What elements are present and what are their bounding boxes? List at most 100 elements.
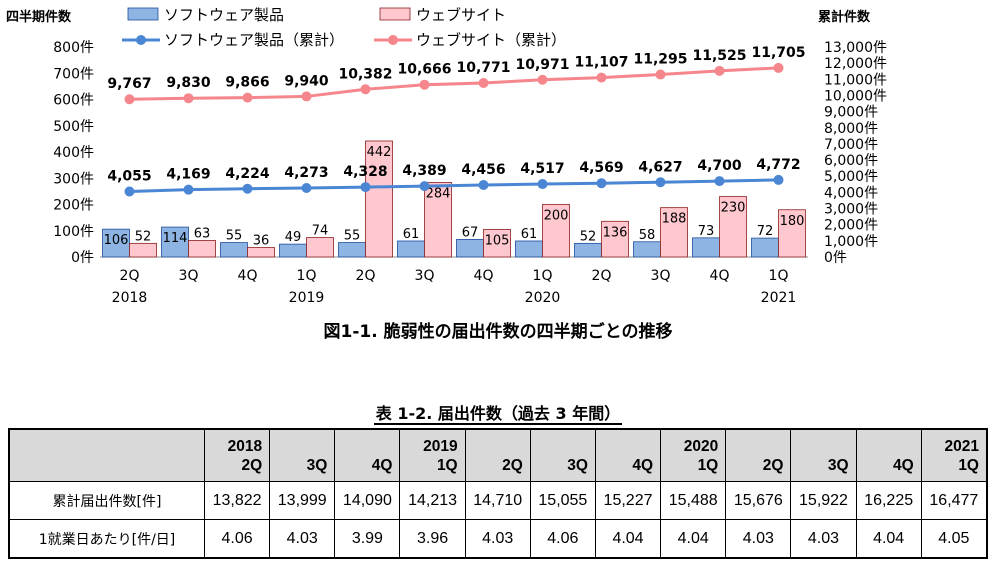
left-tick-label: 200件 bbox=[53, 198, 94, 214]
label-website-cumulative: 10,666 bbox=[397, 62, 451, 78]
label-software-cumulative: 4,273 bbox=[284, 165, 328, 181]
bar-website-label: 442 bbox=[367, 145, 392, 160]
label-software-cumulative: 4,700 bbox=[697, 158, 742, 174]
bar-software bbox=[279, 243, 307, 258]
right-tick-label: 4,000件 bbox=[824, 185, 878, 201]
table-title-text: 表 1-2. 届出件数（過去 3 年間） bbox=[373, 404, 623, 425]
x-tick-label: 2Q bbox=[120, 268, 140, 284]
header-year: 2018 bbox=[227, 437, 263, 455]
table-corner bbox=[8, 428, 205, 482]
bar-website-label: 284 bbox=[426, 186, 451, 201]
table-header-cell: 4Q bbox=[855, 428, 922, 482]
table-cell: 4.04 bbox=[660, 519, 727, 559]
x-tick-label: 1Q bbox=[769, 268, 789, 284]
bar-software bbox=[692, 237, 720, 258]
table-cell: 4.03 bbox=[269, 519, 336, 559]
label-software-cumulative: 4,627 bbox=[638, 159, 682, 175]
right-tick-label: 1,000件 bbox=[824, 234, 878, 250]
x-tick-label: 1Q bbox=[297, 268, 317, 284]
left-tick-label: 300件 bbox=[53, 171, 94, 187]
table-header-cell: 2021 1Q bbox=[920, 428, 988, 482]
right-tick-label: 3,000件 bbox=[824, 202, 878, 218]
line-software-cumulative bbox=[129, 178, 779, 193]
point-software-cumulative bbox=[537, 179, 548, 190]
point-website-cumulative bbox=[301, 91, 312, 102]
table-body: 累計届出件数[件] 13,822 13,999 14,090 14,213 14,710 1… bbox=[8, 481, 988, 559]
point-website-cumulative bbox=[183, 93, 194, 104]
bar-software bbox=[338, 242, 366, 258]
table-cell: 4.06 bbox=[529, 519, 596, 559]
row-label: 1就業日あたり[件/日] bbox=[8, 519, 205, 559]
year-label: 2019 bbox=[289, 290, 325, 305]
table-cell: 15,227 bbox=[594, 481, 662, 520]
point-website-cumulative bbox=[714, 65, 725, 76]
chart: 四半期件数 累計件数 800件 700件 600件 500件 400件 300件 200件 100… bbox=[6, 6, 887, 305]
left-tick-label: 700件 bbox=[53, 66, 94, 82]
left-tick-label: 800件 bbox=[53, 40, 94, 56]
header-quarter: 2Q bbox=[241, 456, 263, 474]
header-quarter: 4Q bbox=[893, 456, 914, 474]
label-website-cumulative: 10,771 bbox=[456, 60, 510, 76]
line-website-cumulative bbox=[129, 66, 779, 101]
bar-website bbox=[247, 247, 275, 258]
table-header-cell: 3Q bbox=[529, 428, 596, 482]
table-header-row: 2018 2Q 3Q 4Q 2019 1Q 2Q 3Q 4Q 2020 1Q 2Q 3Q 4Q 2021 1Q bbox=[8, 428, 988, 482]
table-cell: 14,090 bbox=[334, 481, 401, 520]
bar-software-label: 61 bbox=[521, 227, 538, 242]
label-software-cumulative: 4,169 bbox=[166, 167, 210, 183]
bar-website-label: 188 bbox=[662, 212, 687, 227]
label-website-cumulative: 9,830 bbox=[166, 75, 211, 91]
table-header-cell: 2Q bbox=[464, 428, 531, 482]
bar-website bbox=[188, 240, 216, 258]
bar-software-label: 72 bbox=[757, 224, 774, 239]
table-header-cell: 2Q bbox=[725, 428, 792, 482]
bar-website-label: 200 bbox=[544, 209, 569, 224]
bar-software-label: 55 bbox=[344, 229, 361, 244]
point-software-cumulative bbox=[124, 186, 135, 197]
legend-marker-software-cumulative bbox=[136, 35, 146, 45]
right-tick-label: 11,000件 bbox=[824, 72, 887, 88]
legend-label-software-cumulative: ソフトウェア製品（累計） bbox=[164, 31, 344, 49]
left-tick-label: 400件 bbox=[53, 145, 94, 161]
label-software-cumulative: 4,517 bbox=[520, 161, 564, 177]
point-software-cumulative bbox=[301, 182, 312, 193]
table-row: 1就業日あたり[件/日] 4.06 4.03 3.99 3.96 4.03 4.06 4.04… bbox=[8, 519, 988, 559]
table-cell: 16,477 bbox=[920, 481, 988, 520]
x-tick-label: 2Q bbox=[592, 268, 612, 284]
table-header-cell: 4Q bbox=[594, 428, 662, 482]
x-tick-label: 3Q bbox=[651, 268, 671, 284]
label-software-cumulative: 4,389 bbox=[402, 163, 446, 179]
bar-software-label: 49 bbox=[285, 230, 302, 245]
bar-website bbox=[601, 220, 629, 258]
table-cell: 16,225 bbox=[855, 481, 922, 520]
point-website-cumulative bbox=[124, 94, 135, 105]
bar-software-label: 114 bbox=[163, 231, 188, 246]
table-cell: 3.96 bbox=[399, 519, 466, 559]
table-cell: 14,710 bbox=[464, 481, 531, 520]
right-tick-label: 12,000件 bbox=[824, 56, 887, 72]
table-cell: 14,213 bbox=[399, 481, 466, 520]
bar-website bbox=[483, 229, 511, 258]
x-tick-label: 3Q bbox=[179, 268, 199, 284]
header-year: 2019 bbox=[423, 437, 458, 455]
table-header-cell: 3Q bbox=[269, 428, 336, 482]
x-tick-label: 4Q bbox=[710, 268, 730, 284]
bar-website-label: 180 bbox=[780, 214, 805, 229]
label-website-cumulative: 10,971 bbox=[515, 57, 569, 73]
data-table: 2018 2Q 3Q 4Q 2019 1Q 2Q 3Q 4Q 2020 1Q 2Q 3Q 4Q 2021 1Q… bbox=[8, 428, 988, 559]
year-label: 2018 bbox=[112, 290, 148, 305]
legend-marker-website-cumulative bbox=[388, 35, 398, 45]
bar-website bbox=[306, 237, 334, 258]
bar-software-label: 106 bbox=[104, 233, 129, 248]
bar-website bbox=[129, 242, 157, 258]
point-software-cumulative bbox=[596, 178, 607, 189]
legend-label-website-cumulative: ウェブサイト（累計） bbox=[416, 31, 566, 49]
label-software-cumulative: 4,224 bbox=[225, 166, 270, 182]
right-tick-label: 7,000件 bbox=[824, 137, 878, 153]
bar-software bbox=[456, 239, 484, 258]
bar-website bbox=[778, 209, 806, 258]
label-software-cumulative: 4,569 bbox=[579, 160, 623, 176]
point-website-cumulative bbox=[478, 78, 489, 89]
bar-website-label: 105 bbox=[485, 233, 510, 248]
table-title: 表 1-2. 届出件数（過去 3 年間） bbox=[0, 400, 996, 425]
